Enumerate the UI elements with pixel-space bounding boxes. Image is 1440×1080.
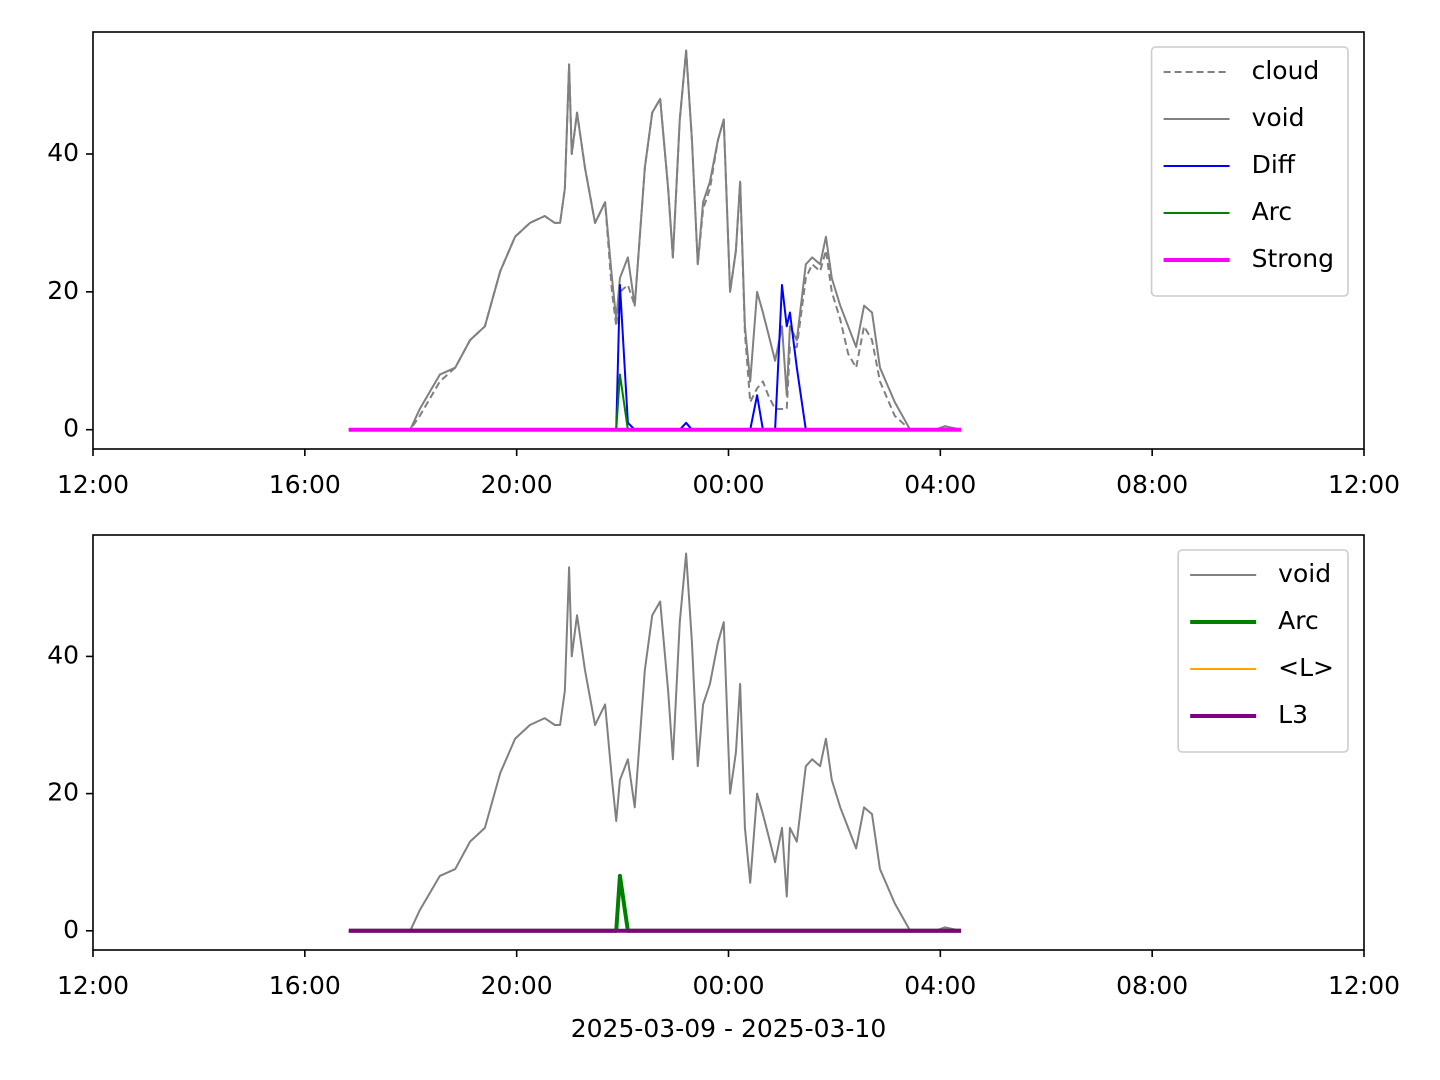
x-tick-label: 20:00 [481, 971, 553, 1000]
x-tick-label: 00:00 [692, 470, 764, 499]
x-tick-label: 12:00 [1328, 470, 1400, 499]
legend-frame [1177, 549, 1349, 753]
series-line [348, 373, 961, 431]
plot-frame [92, 534, 1365, 951]
legend-label: Strong [1252, 244, 1334, 273]
y-tick-label: 20 [47, 778, 79, 807]
legend: cloud void Diff Arc Strong [1150, 46, 1349, 297]
legend-label: Arc [1278, 606, 1319, 635]
x-tick-label: 12:00 [57, 971, 129, 1000]
x-tick-label: 08:00 [1116, 971, 1188, 1000]
x-tick-label: 16:00 [269, 470, 341, 499]
legend-frame [1150, 46, 1349, 297]
legend-label: Arc [1252, 197, 1293, 226]
legend-label: <L> [1278, 653, 1334, 682]
y-tick-label: 0 [63, 414, 79, 443]
x-tick-label: 08:00 [1116, 470, 1188, 499]
x-tick-label: 00:00 [692, 971, 764, 1000]
x-axis-label: 2025-03-09 - 2025-03-10 [571, 1014, 887, 1043]
plot-frame [92, 31, 1365, 450]
subplot: 0 20 40 12:00 16:00 20:00 00:00 04:00 08:00 12:00… [47, 31, 1400, 499]
x-tick-label: 04:00 [904, 971, 976, 1000]
legend-label: void [1252, 103, 1305, 132]
series-line [348, 552, 962, 932]
y-tick-label: 40 [47, 640, 79, 669]
y-tick-label: 0 [63, 915, 79, 944]
x-tick-label: 12:00 [57, 470, 129, 499]
subplot: 0 20 40 12:00 16:00 20:00 00:00 04:00 08:00 12:00… [47, 534, 1400, 1043]
legend-label: Diff [1252, 150, 1296, 179]
legend-label: cloud [1252, 56, 1320, 85]
legend-label: L3 [1278, 700, 1308, 729]
legend-label: void [1278, 559, 1331, 588]
x-tick-label: 20:00 [481, 470, 553, 499]
series-line [348, 283, 961, 431]
x-tick-label: 04:00 [904, 470, 976, 499]
x-tick-label: 12:00 [1328, 971, 1400, 1000]
y-tick-label: 40 [47, 138, 79, 167]
legend: void Arc <L> L3 [1177, 549, 1349, 753]
series-line [348, 873, 961, 933]
y-tick-label: 20 [47, 276, 79, 305]
x-tick-label: 16:00 [269, 971, 341, 1000]
series-line [348, 49, 962, 431]
